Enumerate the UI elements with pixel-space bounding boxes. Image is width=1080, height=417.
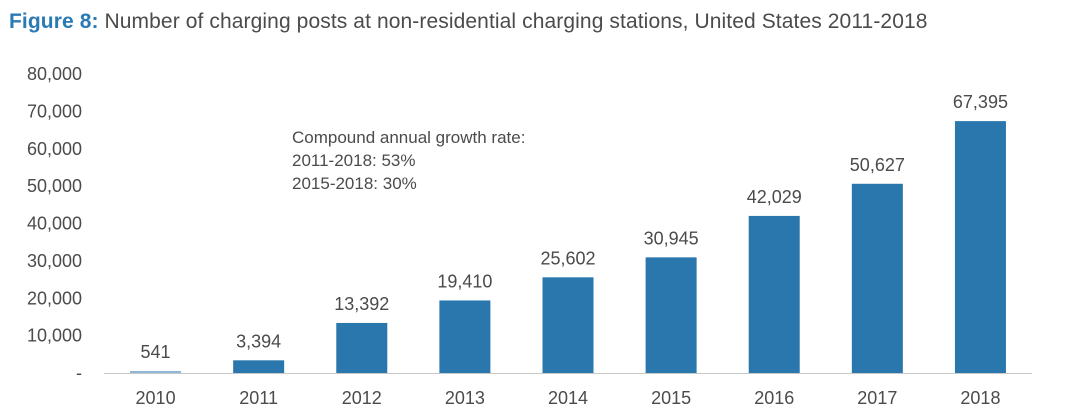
bar-2018 bbox=[954, 121, 1006, 373]
figure-title: Figure 8: Number of charging posts at no… bbox=[9, 10, 928, 34]
bar-2011 bbox=[233, 360, 285, 373]
x-tick-label-2014: 2014 bbox=[548, 388, 588, 408]
x-tick-label-2018: 2018 bbox=[960, 388, 1000, 408]
data-label-2017: 50,627 bbox=[850, 155, 905, 175]
y-tick-label: 30,000 bbox=[27, 251, 82, 271]
data-label-2012: 13,392 bbox=[334, 294, 389, 314]
note-line-heading: Compound annual growth rate: bbox=[292, 128, 526, 147]
x-tick-label-2013: 2013 bbox=[445, 388, 485, 408]
data-label-2014: 25,602 bbox=[540, 248, 595, 268]
x-tick-label-2015: 2015 bbox=[651, 388, 691, 408]
data-label-2010: 541 bbox=[141, 342, 171, 362]
bar-2017 bbox=[851, 183, 903, 373]
y-tick-label: 40,000 bbox=[27, 214, 82, 234]
x-tick-label-2016: 2016 bbox=[754, 388, 794, 408]
bar-2013 bbox=[439, 300, 491, 373]
note-line-2011-2018: 2011-2018: 53% bbox=[292, 151, 416, 170]
bar-2016 bbox=[748, 215, 800, 373]
data-label-2018: 67,395 bbox=[953, 92, 1008, 112]
x-tick-label-2017: 2017 bbox=[857, 388, 897, 408]
y-tick-label: 70,000 bbox=[27, 101, 82, 121]
y-tick-label: 20,000 bbox=[27, 288, 82, 308]
x-tick-label-2012: 2012 bbox=[342, 388, 382, 408]
data-label-2011: 3,394 bbox=[236, 331, 281, 351]
y-tick-label: 80,000 bbox=[27, 64, 82, 84]
figure-label: Figure 8: bbox=[9, 10, 99, 33]
data-label-2013: 19,410 bbox=[437, 271, 492, 291]
bar-2015 bbox=[645, 257, 697, 373]
x-tick-label-2011: 2011 bbox=[239, 388, 278, 408]
y-tick-label: 10,000 bbox=[27, 326, 82, 346]
y-tick-label: 60,000 bbox=[27, 139, 82, 159]
note-line-2015-2018: 2015-2018: 30% bbox=[292, 174, 417, 193]
y-tick-label: 50,000 bbox=[27, 176, 82, 196]
growth-rate-note: Compound annual growth rate: 2011-2018: … bbox=[292, 126, 525, 195]
bar-2014 bbox=[542, 277, 594, 373]
bar-2010 bbox=[130, 370, 182, 373]
figure-title-text: Number of charging posts at non-resident… bbox=[104, 10, 928, 33]
x-tick-label-2010: 2010 bbox=[136, 388, 176, 408]
data-label-2016: 42,029 bbox=[747, 187, 802, 207]
data-label-2015: 30,945 bbox=[644, 228, 699, 248]
bar-2012 bbox=[336, 322, 388, 373]
y-tick-label: - bbox=[76, 363, 82, 383]
